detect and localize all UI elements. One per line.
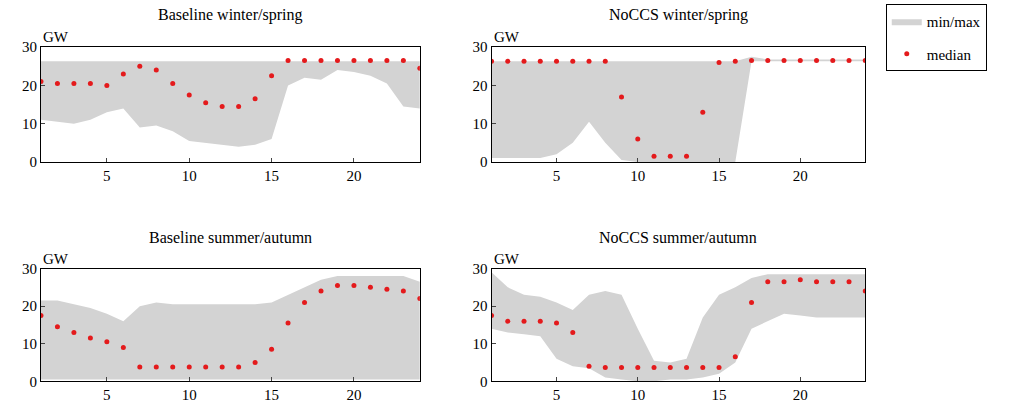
- svg-text:5: 5: [103, 387, 111, 403]
- svg-text:0: 0: [480, 374, 488, 390]
- svg-text:min/max: min/max: [927, 14, 981, 30]
- svg-text:10: 10: [630, 168, 645, 184]
- svg-text:Baseline summer/autumn: Baseline summer/autumn: [149, 229, 312, 246]
- svg-text:20: 20: [793, 387, 808, 403]
- svg-text:10: 10: [473, 336, 488, 352]
- svg-text:20: 20: [793, 168, 808, 184]
- svg-text:15: 15: [264, 168, 279, 184]
- svg-text:30: 30: [22, 39, 37, 55]
- svg-text:NoCCS winter/spring: NoCCS winter/spring: [609, 6, 748, 24]
- svg-text:15: 15: [712, 387, 727, 403]
- svg-text:10: 10: [473, 116, 488, 132]
- svg-text:10: 10: [182, 168, 197, 184]
- svg-text:20: 20: [346, 387, 361, 403]
- svg-text:30: 30: [22, 261, 37, 277]
- svg-text:30: 30: [473, 39, 488, 55]
- svg-text:10: 10: [22, 336, 37, 352]
- svg-text:median: median: [927, 47, 972, 63]
- svg-text:10: 10: [22, 116, 37, 132]
- svg-text:10: 10: [630, 387, 645, 403]
- svg-text:5: 5: [553, 387, 561, 403]
- svg-text:5: 5: [103, 168, 111, 184]
- svg-text:GW: GW: [494, 251, 520, 267]
- svg-text:20: 20: [22, 78, 37, 94]
- svg-text:15: 15: [712, 168, 727, 184]
- svg-text:GW: GW: [43, 29, 69, 45]
- svg-text:NoCCS summer/autumn: NoCCS summer/autumn: [599, 229, 757, 246]
- svg-text:30: 30: [473, 261, 488, 277]
- svg-text:10: 10: [182, 387, 197, 403]
- svg-text:20: 20: [346, 168, 361, 184]
- svg-text:Baseline winter/spring: Baseline winter/spring: [158, 6, 302, 24]
- svg-text:0: 0: [29, 154, 37, 170]
- svg-text:GW: GW: [494, 29, 520, 45]
- svg-text:20: 20: [22, 298, 37, 314]
- svg-text:0: 0: [480, 154, 488, 170]
- svg-text:15: 15: [264, 387, 279, 403]
- svg-text:5: 5: [553, 168, 561, 184]
- svg-text:GW: GW: [43, 251, 69, 267]
- svg-text:0: 0: [29, 374, 37, 390]
- svg-text:20: 20: [473, 78, 488, 94]
- svg-text:20: 20: [473, 298, 488, 314]
